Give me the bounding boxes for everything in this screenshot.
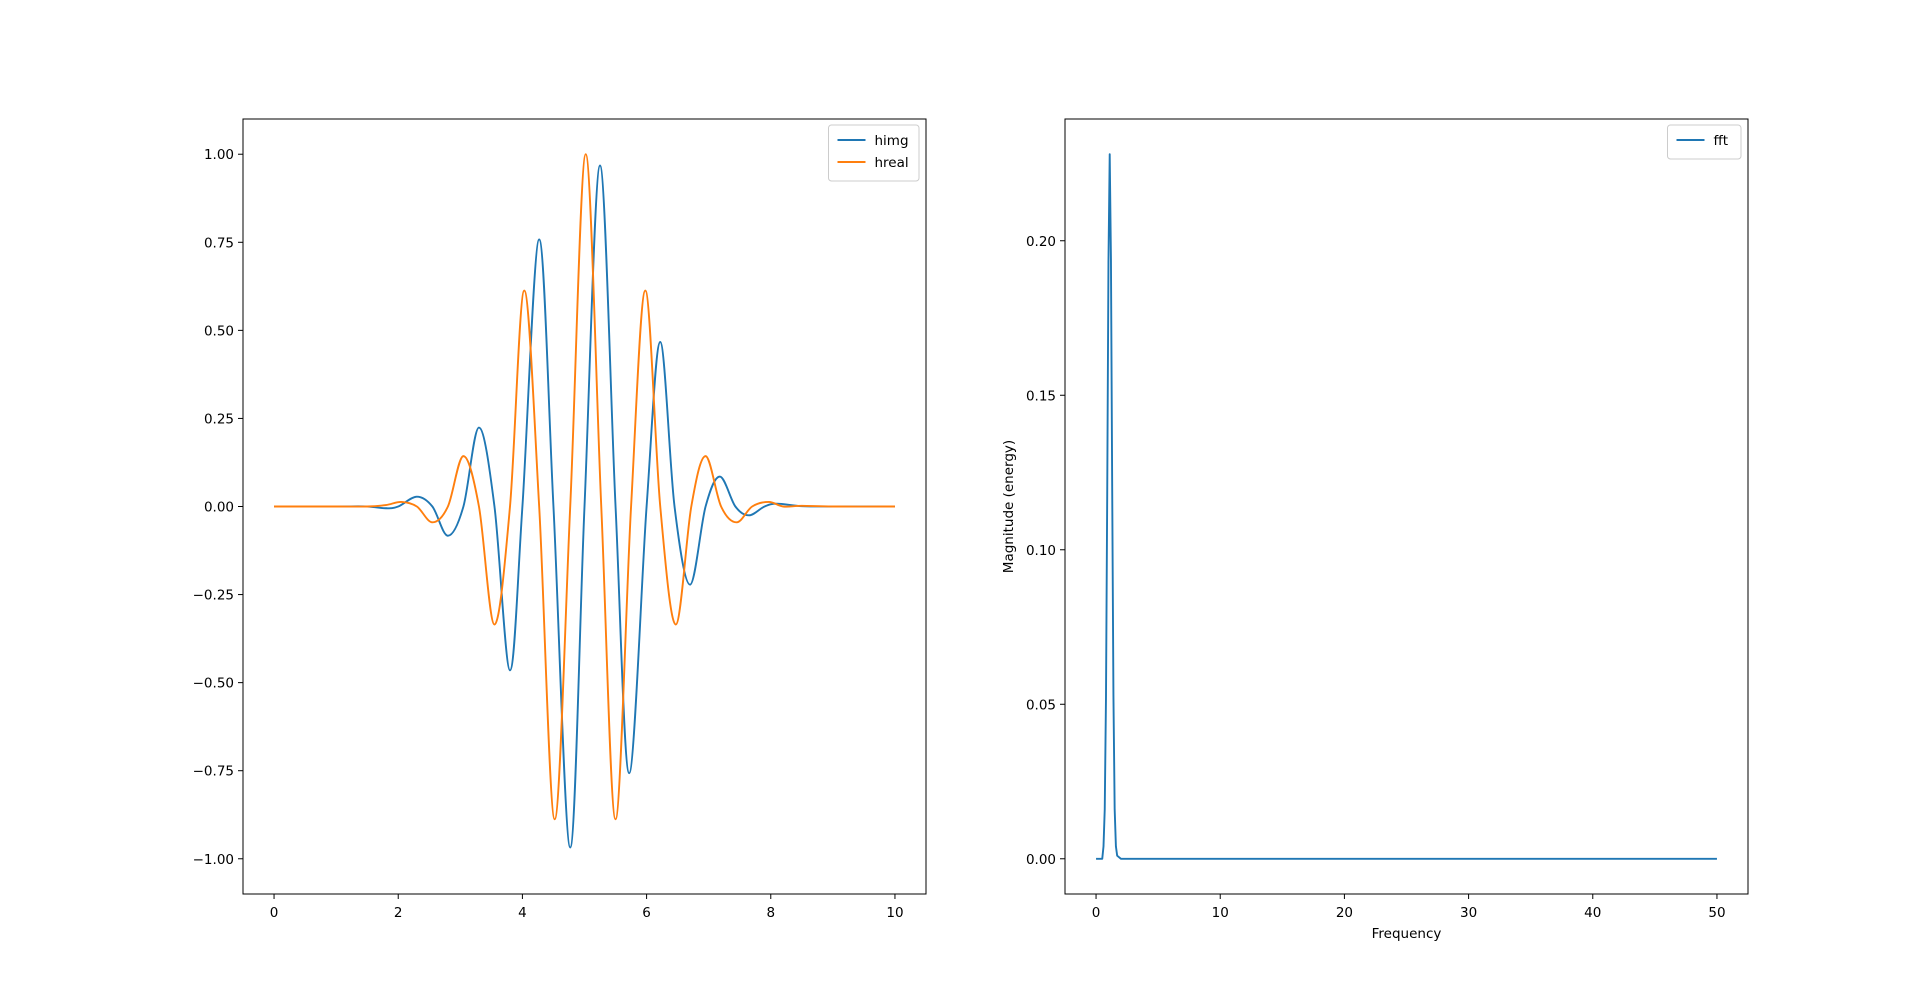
x-tick-label: 6 [642,905,651,921]
x-tick-label: 40 [1584,905,1601,921]
x-tick-label: 2 [394,905,403,921]
axes-frame [1064,118,1749,895]
y-tick-label: 0.05 [1026,697,1056,713]
y-tick-label: 0.10 [1026,543,1056,559]
legend: fft [1667,124,1742,160]
legend-label-hreal: hreal [875,155,909,171]
y-tick-label: 0.75 [204,235,234,251]
legend-box [828,124,920,182]
legend-box [1667,124,1742,160]
y-tick-label: 0.15 [1026,388,1056,404]
x-tick-label: 50 [1708,905,1725,921]
y-tick-label: −0.75 [193,764,234,780]
y-tick-label: −1.00 [193,852,234,868]
x-tick-label: 10 [886,905,903,921]
y-tick-label: 0.50 [204,323,234,339]
series-line-himg [274,164,895,849]
legend-label-himg: himg [875,133,909,149]
x-axis-label: Frequency [1372,926,1442,942]
series-line-fft [1096,153,1717,860]
y-tick-label: −0.50 [193,676,234,692]
chart-1: 0 2 4 6 8 10 −1.00 −0.75 −0.50 −0.25 0.00 0.25 0.50 0… [193,118,927,921]
x-tick-label: 0 [1092,905,1101,921]
x-tick-label: 8 [766,905,775,921]
y-tick-label: −0.25 [193,588,234,604]
x-tick-label: 20 [1336,905,1353,921]
y-tick-label: 0.00 [204,500,234,516]
x-tick-label: 30 [1460,905,1477,921]
x-tick-label: 4 [518,905,527,921]
x-tick-label: 10 [1212,905,1229,921]
legend: himg hreal [828,124,920,182]
y-tick-label: 0.00 [1026,852,1056,868]
chart-2: 0 10 20 30 40 50 0.00 0.05 0.10 0.15 0.20 Frequency… [1001,118,1749,942]
series-line-hreal [274,153,895,821]
y-tick-label: 1.00 [204,147,234,163]
x-tick-label: 0 [270,905,279,921]
y-tick-label: 0.25 [204,411,234,427]
legend-label-fft: fft [1714,133,1729,149]
y-tick-label: 0.20 [1026,234,1056,250]
y-axis-label: Magnitude (energy) [1001,440,1017,573]
